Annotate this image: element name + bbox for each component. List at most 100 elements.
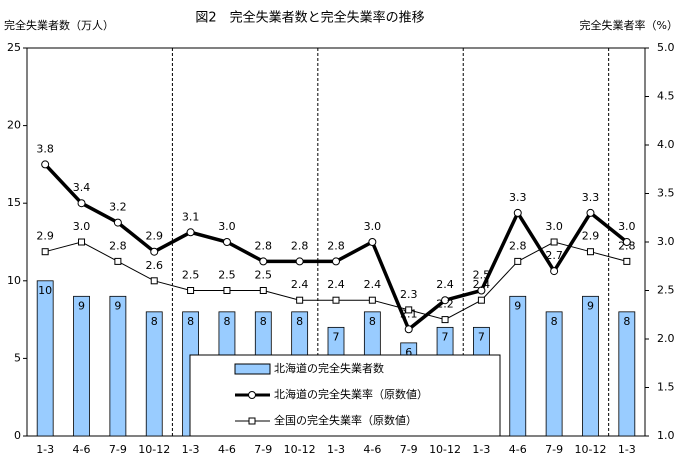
x-tick-label: 1-3 [327,443,345,456]
y-axis-label: 完全失業者数（万人） [4,18,114,32]
x-tick-label: 4-6 [73,443,91,456]
bar-label: 7 [478,330,485,343]
y2-axis-label: 完全失業者率（%） [580,18,678,32]
point [223,287,231,294]
y2-tick-label: 2.0 [657,332,675,345]
data-label: 2.4 [364,278,382,291]
y-tick-label: 25 [7,41,21,54]
point [41,248,49,256]
bar [545,311,563,437]
bar-label: 8 [551,315,558,328]
point [622,238,631,246]
data-label: 3.0 [218,220,236,233]
x-tick-label: 4-6 [509,443,527,456]
point [441,296,450,305]
x-tick-label: 1-3 [36,443,54,456]
data-label: 2.2 [436,298,454,311]
point [186,228,195,237]
x-tick-label: 7-9 [109,443,127,456]
point [586,248,594,256]
bar-label: 9 [78,299,85,312]
data-label: 2.4 [327,278,345,291]
x-tick-label: 7-9 [400,443,418,456]
point [477,296,485,304]
y2-tick-label: 3.0 [657,235,675,248]
x-tick-label: 4-6 [363,443,381,456]
data-label: 3.1 [182,210,200,223]
legend-label: 北海道の完全失業者数 [274,361,384,375]
data-label: 3.2 [109,201,127,214]
data-label: 2.5 [473,269,491,282]
point [550,267,559,276]
bar [509,295,527,437]
data-label: 2.8 [109,239,127,252]
y2-tick-label: 4.0 [657,138,675,151]
bar [73,295,90,437]
bar-label: 9 [587,299,594,312]
legend-marker [248,417,256,425]
data-label: 3.4 [73,181,91,194]
data-label: 2.9 [582,230,600,243]
data-label: 2.4 [436,278,454,291]
point [623,257,631,265]
point [77,199,86,208]
data-label: 2.5 [218,269,236,282]
point [113,218,122,227]
point [78,238,86,246]
bar [109,295,127,437]
data-label: 2.8 [327,239,345,252]
x-tick-label: 1-3 [618,443,636,456]
bar-label: 9 [114,299,121,312]
bar-label: 6 [405,346,412,359]
data-label: 3.0 [545,220,563,233]
bar-label: 8 [151,315,158,328]
point [332,257,340,266]
data-label: 2.4 [473,278,491,291]
legend-marker [248,391,256,399]
bar-label: 8 [296,315,303,328]
y2-tick-label: 2.5 [657,284,675,297]
data-label: 2.4 [291,278,309,291]
point [150,277,158,285]
data-label: 3.8 [36,142,54,155]
y-tick-label: 20 [7,119,21,132]
point [222,238,231,246]
point [514,257,522,265]
x-tick-label: 7-9 [545,443,563,456]
y-tick-label: 15 [7,196,21,209]
point [550,238,558,246]
point [368,296,376,304]
bar-label: 8 [623,315,630,328]
data-label: 3.3 [509,191,527,204]
bar-label: 7 [442,330,449,343]
point [404,325,413,334]
y-tick-label: 5 [14,351,21,364]
bar-label: 8 [223,315,230,328]
x-tick-label: 1-3 [472,443,490,456]
bar-label: 8 [187,315,194,328]
point [150,247,159,256]
x-tick-label: 1-3 [182,443,200,456]
y2-tick-label: 3.5 [657,187,675,200]
data-label: 3.0 [618,220,636,233]
x-tick-label: 10-12 [284,443,316,456]
x-tick-label: 7-9 [254,443,272,456]
data-label: 2.5 [182,269,200,282]
point [259,287,267,294]
y-tick-label: 0 [14,429,21,442]
point [477,286,486,295]
y2-tick-label: 5.0 [657,41,675,54]
bar-label: 10 [38,284,52,297]
y2-tick-label: 4.5 [657,90,675,103]
y2-tick-label: 1.5 [657,381,675,394]
point [295,257,304,266]
bar [618,311,636,437]
point [586,208,595,217]
data-label: 2.8 [618,239,636,252]
data-label: 2.8 [255,239,273,252]
point [441,316,449,324]
data-label: 2.9 [145,230,163,243]
y2-tick-label: 1.0 [657,429,675,442]
data-label: 2.8 [291,239,309,252]
